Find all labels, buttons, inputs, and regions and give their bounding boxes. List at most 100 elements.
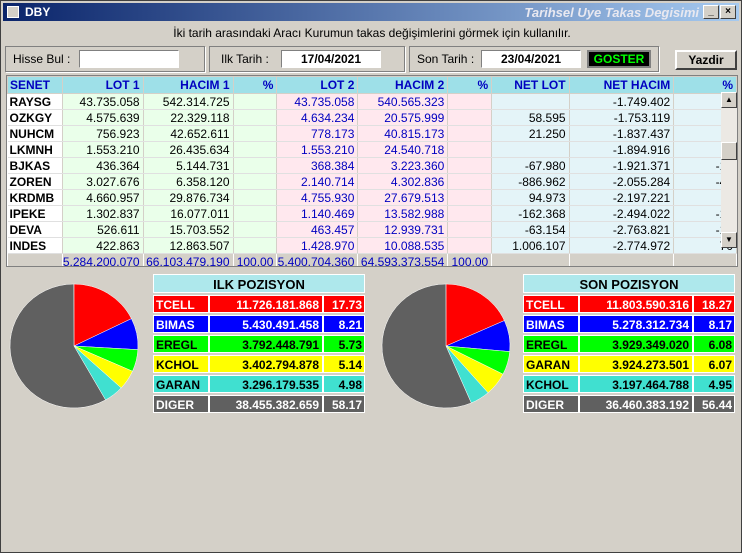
position-value: 3.296.179.535 — [209, 375, 323, 393]
table-cell: 15.703.552 — [143, 221, 234, 238]
position-percent: 4.98 — [323, 375, 365, 393]
position-percent: 56.44 — [693, 395, 735, 413]
position-percent: 8.21 — [323, 315, 365, 333]
column-header[interactable]: HACIM 1 — [142, 76, 234, 94]
position-row[interactable]: GARAN 3.924.273.501 6.07 — [523, 355, 735, 374]
position-value: 3.792.448.791 — [209, 335, 323, 353]
table-row[interactable]: NUHCM 756.923 42.652.611 778.173 40.815.173 2… — [7, 125, 737, 142]
goster-button[interactable]: GOSTER — [587, 50, 651, 68]
position-row[interactable]: TCELL 11.726.181.868 17.73 — [153, 295, 365, 314]
table-cell: -1.749.402 — [569, 93, 675, 110]
position-value: 3.402.794.878 — [209, 355, 323, 373]
table-cell: 29.876.734 — [143, 189, 234, 206]
position-row[interactable]: KCHOL 3.197.464.788 4.95 — [523, 375, 735, 394]
table-cell: BJKAS — [7, 157, 63, 174]
position-row[interactable]: DIGER 38.455.382.659 58.17 — [153, 395, 365, 414]
table-row[interactable]: DEVA 526.611 15.703.552 463.457 12.939.731 -6… — [7, 221, 737, 238]
position-row[interactable]: KCHOL 3.402.794.878 5.14 — [153, 355, 365, 374]
position-percent: 18.27 — [693, 295, 735, 313]
table-cell: 43.735.058 — [62, 93, 144, 110]
column-header[interactable]: NET HACIM — [568, 76, 675, 94]
window-title: Tarihsel Uye Takas Degisimi — [524, 5, 699, 20]
table-cell: 6.358.120 — [143, 173, 234, 190]
position-value: 11.803.590.316 — [579, 295, 693, 313]
table-cell: 3.223.360 — [357, 157, 449, 174]
total-cell: 64.593.373.554 — [357, 253, 449, 266]
table-cell — [447, 125, 493, 142]
column-header[interactable]: SENET — [7, 76, 63, 94]
total-cell: 5.284.200.070 — [62, 253, 144, 266]
table-cell: 4.634.234 — [276, 109, 359, 126]
table-cell — [491, 93, 570, 110]
minimize-button[interactable]: _ — [703, 5, 719, 19]
table-cell — [447, 173, 493, 190]
table-cell: 1.553.210 — [276, 141, 359, 158]
table-cell: 3.027.676 — [62, 173, 144, 190]
yazdir-button[interactable]: Yazdir — [675, 50, 737, 70]
table-row[interactable]: LKMNH 1.553.210 26.435.634 1.553.210 24.540.… — [7, 141, 737, 158]
position-value: 5.430.491.458 — [209, 315, 323, 333]
ilk-tarih-group — [209, 46, 405, 72]
scroll-up-arrow-icon[interactable]: ▲ — [721, 92, 737, 108]
table-cell: -2.055.284 — [569, 173, 675, 190]
table-row[interactable]: RAYSG 43.735.058 542.314.725 43.735.058 540.… — [7, 93, 737, 110]
position-value: 11.726.181.868 — [209, 295, 323, 313]
table-cell: -2.763.821 — [569, 221, 675, 238]
table-cell — [447, 189, 493, 206]
table-cell: INDES — [7, 237, 63, 254]
position-percent: 6.07 — [693, 355, 735, 373]
hisse-search-input[interactable] — [79, 50, 179, 68]
table-cell: 26.435.634 — [143, 141, 234, 158]
position-symbol: DIGER — [153, 395, 209, 413]
position-symbol: BIMAS — [523, 315, 579, 333]
ilk-tarih-field[interactable]: 17/04/2021 — [281, 50, 381, 68]
scroll-thumb[interactable] — [721, 142, 737, 160]
total-cell: 66.103.479.190 — [143, 253, 234, 266]
position-row[interactable]: EREGL 3.792.448.791 5.73 — [153, 335, 365, 354]
info-text: İki tarih arasındaki Aracı Kurumun takas… — [173, 26, 571, 40]
table-row[interactable]: ZOREN 3.027.676 6.358.120 2.140.714 4.302.83… — [7, 173, 737, 190]
table-row[interactable]: OZKGY 4.575.639 22.329.118 4.634.234 20.575.… — [7, 109, 737, 126]
column-header[interactable]: LOT 2 — [276, 76, 359, 94]
table-cell: 42.652.611 — [143, 125, 234, 142]
pie-slice-diger — [381, 283, 472, 409]
column-header[interactable]: % — [673, 76, 737, 94]
table-cell: 1.006.107 — [491, 237, 570, 254]
table-row[interactable]: BJKAS 436.364 5.144.731 368.384 3.223.360 -67… — [7, 157, 737, 174]
hisse-label: Hisse Bul : — [13, 52, 71, 66]
column-header[interactable]: % — [232, 76, 278, 94]
table-cell: 778.173 — [276, 125, 359, 142]
table-cell: -2.494.022 — [569, 205, 675, 222]
position-row[interactable]: DIGER 36.460.383.192 56.44 — [523, 395, 735, 414]
vertical-scrollbar[interactable]: ▲ ▼ — [721, 92, 737, 248]
table-row[interactable]: KRDMB 4.660.957 29.876.734 4.755.930 27.679.… — [7, 189, 737, 206]
table-cell: 542.314.725 — [143, 93, 234, 110]
close-button[interactable]: × — [720, 5, 736, 19]
position-row[interactable]: TCELL 11.803.590.316 18.27 — [523, 295, 735, 314]
table-header-row: SENET LOT 1 HACIM 1% LOT 2 HACIM 2% NET LOT NE… — [7, 76, 737, 94]
position-row[interactable]: GARAN 3.296.179.535 4.98 — [153, 375, 365, 394]
total-cell — [673, 253, 737, 266]
panel-title: SON POZISYON — [523, 274, 735, 293]
column-header[interactable]: LOT 1 — [61, 76, 144, 94]
table-cell: ZOREN — [7, 173, 63, 190]
table-cell: 16.077.011 — [143, 205, 234, 222]
position-row[interactable]: BIMAS 5.278.312.734 8.17 — [523, 315, 735, 334]
table-row[interactable]: INDES 422.863 12.863.507 1.428.970 10.088.53… — [7, 237, 737, 254]
position-row[interactable]: BIMAS 5.430.491.458 8.21 — [153, 315, 365, 334]
column-header[interactable]: % — [447, 76, 493, 94]
table-cell: -162.368 — [491, 205, 570, 222]
pie-slice-diger — [9, 283, 106, 409]
table-row[interactable]: IPEKE 1.302.837 16.077.011 1.140.469 13.582.… — [7, 205, 737, 222]
son-tarih-field[interactable]: 23/04/2021 — [481, 50, 581, 68]
column-header[interactable]: HACIM 2 — [357, 76, 449, 94]
scroll-down-arrow-icon[interactable]: ▼ — [721, 232, 737, 248]
position-percent: 58.17 — [323, 395, 365, 413]
pie-slice-tcell — [73, 283, 132, 347]
table-cell: -1.753.119 — [569, 109, 675, 126]
panel-title: ILK POZISYON — [153, 274, 365, 293]
table-cell: -1.921.371 — [569, 157, 675, 174]
table-cell: KRDMB — [7, 189, 63, 206]
position-row[interactable]: EREGL 3.929.349.020 6.08 — [523, 335, 735, 354]
column-header[interactable]: NET LOT — [491, 76, 570, 94]
